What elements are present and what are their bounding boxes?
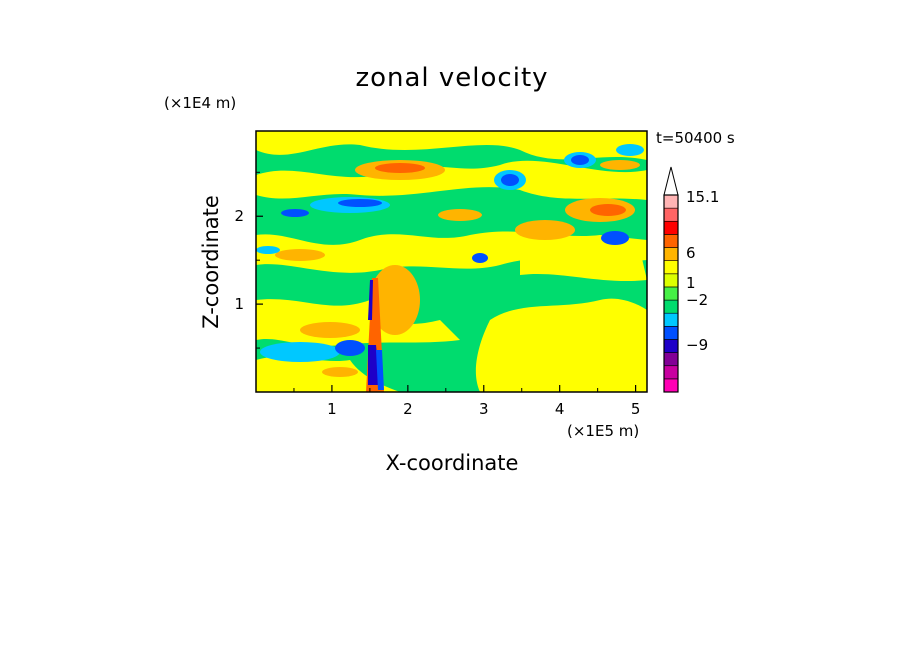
colorbar-tick-label: 6 — [686, 244, 696, 262]
x-tick-label: 3 — [479, 400, 489, 418]
x-tick-label: 1 — [327, 400, 337, 418]
colorbar-segment — [663, 326, 679, 340]
colorbar-segment — [663, 286, 679, 301]
x-tick-label: 2 — [403, 400, 413, 418]
y-unit-label: (×1E4 m) — [164, 94, 236, 112]
colorbar-frame — [663, 194, 679, 393]
y-axis-ticks: 12 — [234, 171, 263, 349]
colorbar-tick-label: 15.1 — [686, 188, 719, 206]
contour-field — [256, 131, 647, 392]
colorbar-extension — [663, 166, 679, 196]
colorbar-segment — [663, 234, 679, 248]
colorbar-segment — [663, 247, 679, 261]
colorbar-tick-label: 1 — [686, 274, 696, 292]
x-axis-title: X-coordinate — [386, 451, 519, 475]
colorbar-segment — [663, 207, 679, 222]
colorbar-segment — [663, 365, 679, 380]
colorbar-segment — [663, 312, 679, 327]
colorbar-segment — [663, 260, 679, 275]
y-tick-label: 1 — [234, 295, 244, 313]
colorbar-segment — [663, 194, 679, 209]
colorbar-segment — [663, 299, 679, 314]
plot-frame — [255, 130, 648, 393]
colorbar-tick-label: −2 — [686, 291, 708, 309]
x-axis-ticks: 1 2 3 4 5 — [293, 385, 641, 418]
x-tick-label: 5 — [631, 400, 641, 418]
chart-title: zonal velocity — [355, 63, 548, 93]
colorbar-segment — [663, 378, 679, 393]
colorbar-segment — [663, 339, 679, 353]
y-axis-title: Z-coordinate — [199, 195, 223, 329]
colorbar — [663, 166, 679, 393]
colorbar-tick-label: −9 — [686, 336, 708, 354]
x-unit-label: (×1E5 m) — [567, 422, 639, 440]
y-tick-label: 2 — [234, 207, 244, 225]
time-label: t=50400 s — [656, 129, 735, 147]
colorbar-segment — [663, 220, 679, 235]
x-tick-label: 4 — [555, 400, 565, 418]
colorbar-segment — [663, 352, 679, 367]
colorbar-segment — [663, 273, 679, 288]
colorbar-labels: 15.1 6 1−2 −9 — [686, 188, 719, 354]
